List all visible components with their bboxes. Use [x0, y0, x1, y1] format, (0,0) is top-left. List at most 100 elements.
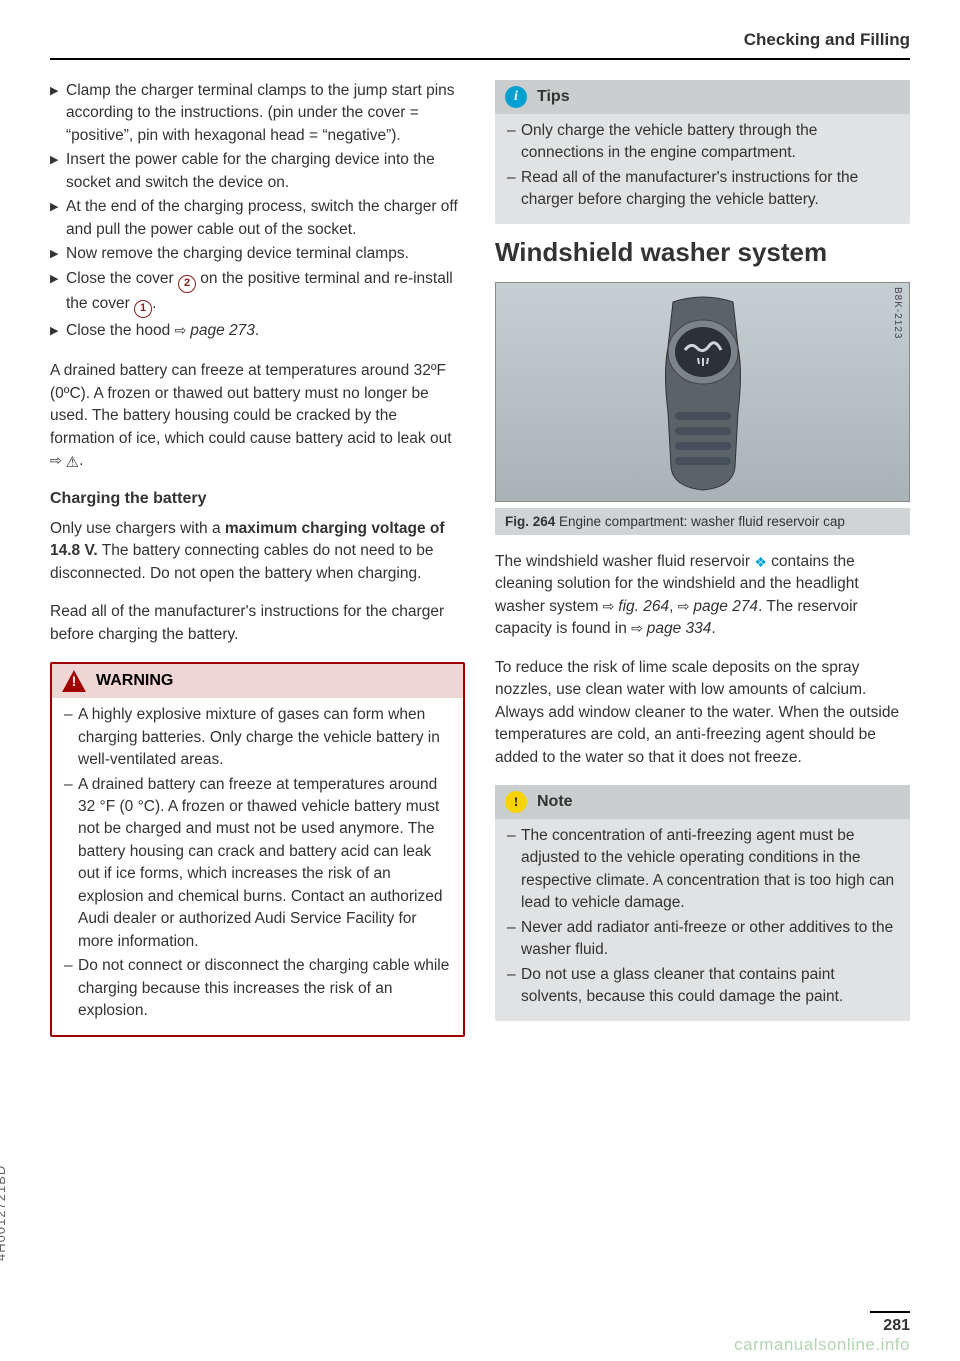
text-fragment: The battery connecting cables do not nee…: [50, 542, 434, 581]
step-text: Insert the power cable for the charging …: [66, 149, 465, 194]
tips-title: Tips: [537, 88, 570, 106]
text-fragment: .: [711, 620, 715, 637]
step-text: Close the hood ⇨ page 273.: [66, 320, 465, 342]
page-ref: page 334: [647, 620, 712, 637]
page-ref: page 273: [190, 322, 255, 339]
list-text: A highly explosive mixture of gases can …: [78, 704, 451, 771]
section-heading: Windshield washer system: [495, 238, 910, 268]
circled-ref-1-icon: 1: [134, 300, 152, 318]
list-item: –Do not use a glass cleaner that contain…: [507, 964, 898, 1009]
list-text: A drained battery can freeze at temperat…: [78, 774, 451, 954]
page-ref: page 274: [693, 598, 758, 615]
content-columns: ▶ Clamp the charger terminal clamps to t…: [50, 80, 910, 1051]
page-header: Checking and Filling: [50, 30, 910, 60]
list-item: –A drained battery can freeze at tempera…: [64, 774, 451, 954]
link-arrow-icon: ⇨: [678, 598, 694, 614]
figure-264: B8K-2123: [495, 282, 910, 502]
link-arrow-icon: ⇨: [50, 452, 66, 468]
figure-code: B8K-2123: [892, 287, 903, 339]
bullet-icon: ▶: [50, 149, 66, 194]
list-item: –Never add radiator anti-freeze or other…: [507, 917, 898, 962]
body-paragraph: A drained battery can freeze at temperat…: [50, 360, 465, 474]
warning-title: WARNING: [96, 672, 173, 690]
steps-list: ▶ Clamp the charger terminal clamps to t…: [50, 80, 465, 342]
dash-icon: –: [507, 825, 521, 915]
list-text: Do not use a glass cleaner that contains…: [521, 964, 898, 1009]
note-title: Note: [537, 793, 573, 811]
link-arrow-icon: ⇨: [603, 598, 619, 614]
list-item: –Do not connect or disconnect the chargi…: [64, 955, 451, 1022]
warning-box: ! WARNING –A highly explosive mixture of…: [50, 662, 465, 1037]
list-item: –Only charge the vehicle battery through…: [507, 120, 898, 165]
note-box: ! Note –The concentration of anti-freezi…: [495, 785, 910, 1021]
fig-ref: fig. 264: [618, 598, 669, 615]
step-text: Now remove the charging device terminal …: [66, 243, 465, 265]
washer-fluid-icon: ❖: [754, 552, 767, 572]
right-column: i Tips –Only charge the vehicle battery …: [495, 80, 910, 1051]
list-text: Read all of the manufacturer's instructi…: [521, 167, 898, 212]
step-item: ▶ Close the hood ⇨ page 273.: [50, 320, 465, 342]
step-item: ▶ Close the cover 2 on the positive term…: [50, 268, 465, 318]
body-paragraph: To reduce the risk of lime scale deposit…: [495, 657, 910, 769]
warning-header: ! WARNING: [52, 664, 463, 698]
bullet-icon: ▶: [50, 243, 66, 265]
tips-box: i Tips –Only charge the vehicle battery …: [495, 80, 910, 224]
reservoir-cap-icon: [643, 292, 763, 492]
warning-icon: !: [62, 670, 86, 692]
list-item: –Read all of the manufacturer's instruct…: [507, 167, 898, 212]
page-number: 281: [870, 1311, 910, 1335]
dash-icon: –: [64, 774, 78, 954]
tips-header: i Tips: [495, 80, 910, 114]
dash-icon: –: [507, 964, 521, 1009]
list-item: –The concentration of anti-freezing agen…: [507, 825, 898, 915]
page-code: 4H0012721BD: [0, 1165, 8, 1261]
figure-caption-text: Engine compartment: washer fluid reservo…: [555, 514, 845, 529]
list-text: Only charge the vehicle battery through …: [521, 120, 898, 165]
list-text: Do not connect or disconnect the chargin…: [78, 955, 451, 1022]
text-fragment: The windshield washer fluid reservoir: [495, 553, 754, 570]
dash-icon: –: [507, 120, 521, 165]
step-text: Clamp the charger terminal clamps to the…: [66, 80, 465, 147]
text-fragment: ,: [669, 598, 678, 615]
warning-body: –A highly explosive mixture of gases can…: [52, 698, 463, 1035]
text-fragment: .: [152, 295, 156, 312]
text-fragment: Close the cover: [66, 270, 178, 287]
tips-body: –Only charge the vehicle battery through…: [495, 114, 910, 224]
info-icon: i: [505, 86, 527, 108]
bullet-icon: ▶: [50, 320, 66, 342]
circled-ref-2-icon: 2: [178, 275, 196, 293]
dash-icon: –: [507, 167, 521, 212]
watermark: carmanualsonline.info: [734, 1335, 910, 1355]
dash-icon: –: [64, 955, 78, 1022]
step-item: ▶ Now remove the charging device termina…: [50, 243, 465, 265]
body-paragraph: Only use chargers with a maximum chargin…: [50, 518, 465, 585]
text-fragment: .: [79, 452, 83, 469]
bullet-icon: ▶: [50, 80, 66, 147]
body-paragraph: The windshield washer fluid reservoir ❖ …: [495, 551, 910, 641]
dash-icon: –: [64, 704, 78, 771]
list-item: –A highly explosive mixture of gases can…: [64, 704, 451, 771]
step-text: At the end of the charging process, swit…: [66, 196, 465, 241]
list-text: The concentration of anti-freezing agent…: [521, 825, 898, 915]
note-body: –The concentration of anti-freezing agen…: [495, 819, 910, 1021]
warning-triangle-icon: ⚠: [66, 452, 79, 474]
text-fragment: Close the hood: [66, 322, 175, 339]
left-column: ▶ Clamp the charger terminal clamps to t…: [50, 80, 465, 1051]
text-fragment: A drained battery can freeze at temperat…: [50, 362, 452, 446]
dash-icon: –: [507, 917, 521, 962]
figure-caption: Fig. 264 Engine compartment: washer flui…: [495, 508, 910, 535]
list-text: Never add radiator anti-freeze or other …: [521, 917, 898, 962]
bullet-icon: ▶: [50, 196, 66, 241]
step-item: ▶ At the end of the charging process, sw…: [50, 196, 465, 241]
link-arrow-icon: ⇨: [631, 620, 647, 636]
figure-label: Fig. 264: [505, 514, 555, 529]
step-item: ▶ Insert the power cable for the chargin…: [50, 149, 465, 194]
bullet-icon: ▶: [50, 268, 66, 318]
text-fragment: Only use chargers with a: [50, 520, 225, 537]
sub-heading: Charging the battery: [50, 490, 465, 508]
step-item: ▶ Clamp the charger terminal clamps to t…: [50, 80, 465, 147]
step-text: Close the cover 2 on the positive termin…: [66, 268, 465, 318]
link-arrow-icon: ⇨: [175, 322, 191, 338]
note-header: ! Note: [495, 785, 910, 819]
note-icon: !: [505, 791, 527, 813]
